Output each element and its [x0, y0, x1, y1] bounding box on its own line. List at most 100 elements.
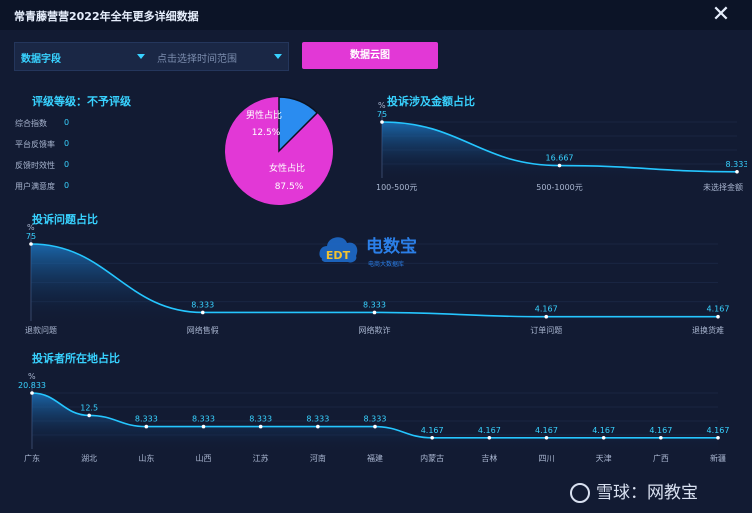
data-label: 4.167	[535, 305, 558, 314]
category-label: 退款问题	[25, 325, 57, 335]
logo-mark: EDT	[326, 249, 351, 262]
category-label: 新疆	[710, 453, 726, 463]
data-label: 8.333	[135, 415, 158, 424]
category-label: 500-1000元	[536, 183, 583, 192]
data-cloud-button[interactable]: 数据云图	[302, 42, 438, 69]
data-point	[430, 435, 434, 440]
data-label: 4.167	[649, 426, 672, 435]
data-point	[716, 314, 720, 319]
data-label: 8.333	[192, 415, 215, 424]
data-point	[557, 163, 562, 168]
category-label: 河南	[310, 453, 326, 463]
data-point	[487, 435, 492, 440]
data-field-select[interactable]: 数据字段	[21, 54, 61, 65]
data-point	[201, 424, 206, 429]
logo-sub: 电商大数据库	[368, 260, 404, 268]
data-label: 16.667	[546, 154, 574, 163]
unit-label: %	[378, 101, 386, 110]
category-label: 网络欺诈	[359, 325, 391, 335]
data-label: 8.333	[191, 300, 214, 309]
data-point	[144, 424, 149, 429]
category-label: 退换货难	[692, 325, 724, 335]
data-label: 4.167	[535, 426, 558, 435]
category-label: 网络售假	[187, 325, 219, 335]
data-label: 20.833	[18, 381, 46, 390]
category-label: 订单问题	[530, 325, 562, 335]
category-label: 湖北	[81, 454, 97, 463]
amount-area-chart: %75 100-500元 16.667 500-1000元 8.333 未选择金额	[376, 101, 747, 192]
logo-main: 电数宝	[366, 236, 417, 257]
category-label: 内蒙古	[420, 453, 444, 463]
category-label: 山西	[196, 453, 212, 463]
data-label: 4.167	[707, 426, 730, 435]
data-label: 8.333	[249, 415, 272, 424]
metric-value: 0	[64, 181, 70, 190]
data-label: 75	[377, 110, 387, 119]
data-point	[735, 169, 739, 174]
close-icon[interactable]: ✕	[711, 2, 731, 27]
data-point	[544, 435, 549, 440]
data-point	[373, 424, 377, 429]
data-label: 8.333	[726, 160, 747, 169]
pie-label-female: 女性占比	[269, 162, 305, 174]
data-point	[316, 424, 320, 429]
window-title: 常青藤营营2022年全年更多详细数据	[14, 10, 199, 23]
pie-value-female: 87.5%	[275, 182, 304, 192]
data-point	[659, 435, 663, 440]
data-point	[258, 424, 263, 429]
data-label: 4.167	[707, 305, 730, 314]
metric-value: 0	[64, 160, 70, 169]
time-range-select[interactable]: 点击选择时间范围	[157, 54, 237, 65]
pie-label-male: 男性占比	[246, 109, 282, 121]
data-label: 4.167	[592, 426, 615, 435]
chevron-down-icon[interactable]	[274, 54, 282, 59]
title-bar: 常青藤营营2022年全年更多详细数据 ✕	[0, 0, 752, 30]
chevron-down-icon[interactable]	[137, 54, 145, 59]
data-point	[601, 435, 606, 440]
metric-label: 用户满意度	[15, 182, 55, 191]
data-point	[30, 391, 34, 395]
data-label: 12.5	[80, 403, 98, 412]
metric-value: 0	[64, 118, 70, 127]
category-label: 四川	[539, 454, 555, 463]
issue-chart-title: 投诉问题占比	[32, 213, 98, 226]
category-label: 100-500元	[376, 183, 417, 192]
category-label: 福建	[367, 453, 383, 463]
filter-bar: 数据字段 点击选择时间范围	[14, 42, 289, 71]
gender-pie-chart: 男性占比 12.5% 女性占比 87.5%	[225, 96, 333, 205]
data-point	[200, 310, 205, 315]
data-point	[29, 242, 33, 246]
data-point	[544, 314, 549, 319]
edt-logo: EDT 电数宝 电商大数据库	[318, 228, 438, 273]
category-label: 吉林	[481, 453, 497, 463]
data-label: 8.333	[306, 415, 329, 424]
area-fill	[32, 393, 718, 449]
data-label: 8.333	[364, 415, 387, 424]
watermark: 雪球：网教宝	[570, 478, 698, 503]
category-label: 广西	[653, 453, 669, 463]
issue-area-chart: %75 退款问题 8.333 网络售假 8.333 网络欺诈 4.167 订单问题 4.167 退…	[25, 223, 730, 335]
data-label: 75	[26, 232, 36, 241]
data-label: 8.333	[363, 300, 386, 309]
data-point	[716, 435, 720, 440]
data-point	[87, 413, 91, 418]
area-fill	[382, 122, 737, 178]
unit-label: %	[27, 223, 35, 232]
rating-title: 评级等级：不予评级	[32, 95, 131, 108]
pie-value-male: 12.5%	[252, 128, 281, 138]
snowball-icon	[570, 483, 590, 503]
category-label: 广东	[24, 453, 40, 463]
location-area-chart: %20.833 广东 12.5 湖北 8.333 山东 8.333 山西 8.333 江苏 8.33…	[18, 372, 730, 463]
data-label: 4.167	[421, 426, 444, 435]
category-label: 未选择金额	[703, 182, 743, 192]
metric-label: 平台反馈率	[15, 140, 55, 149]
amount-chart-title: 投诉涉及金额占比	[387, 95, 475, 108]
data-point	[380, 120, 384, 124]
metric-label: 综合指数	[15, 119, 47, 128]
pie-slice-male	[278, 96, 319, 153]
data-label: 4.167	[478, 426, 501, 435]
category-label: 山东	[138, 453, 154, 463]
location-chart-title: 投诉者所在地占比	[32, 352, 120, 365]
unit-label: %	[28, 372, 36, 381]
